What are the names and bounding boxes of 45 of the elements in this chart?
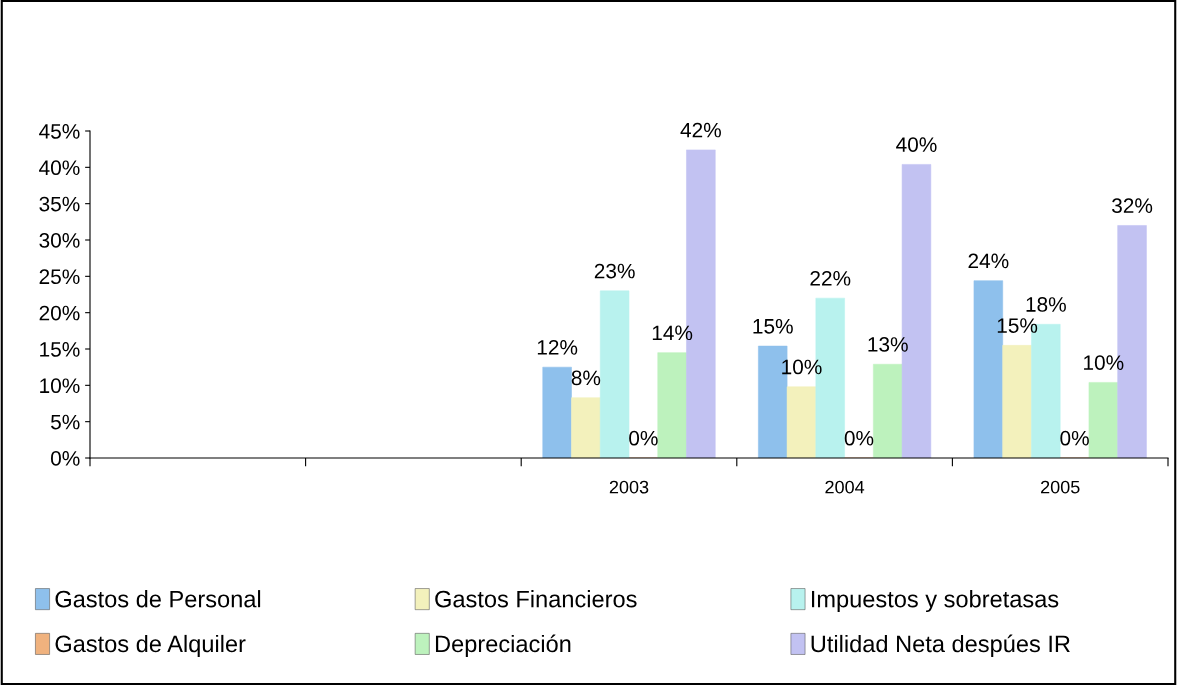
y-tick-label: 25%	[39, 269, 80, 285]
data-label: 8%	[571, 370, 601, 386]
y-tick-label: 35%	[39, 196, 80, 212]
data-label: 18%	[1026, 297, 1066, 312]
y-tick-label: 45%	[39, 124, 80, 139]
y-tick-label: 15%	[40, 342, 80, 357]
data-label: 42%	[680, 122, 721, 138]
bar	[657, 352, 687, 458]
data-label: 10%	[782, 359, 822, 375]
data-label: 12%	[537, 339, 578, 355]
data-label: 15%	[997, 318, 1038, 333]
data-label: 32%	[1112, 198, 1153, 214]
data-label: 14%	[652, 325, 693, 341]
legend-label: Depreciación	[435, 634, 571, 657]
legend-label: Gastos de Personal	[55, 590, 261, 608]
y-tick-label: 0%	[50, 451, 80, 466]
bar	[873, 363, 903, 458]
legend-label: Gastos de Alquiler	[55, 634, 246, 657]
legend-label: Impuestos y sobretasas	[811, 590, 1059, 613]
y-tick-label: 30%	[39, 233, 80, 248]
bar	[786, 386, 817, 458]
bar	[542, 366, 572, 458]
data-label: 0%	[844, 430, 874, 446]
x-tick-label: 2004	[825, 480, 865, 494]
bar	[1002, 345, 1032, 458]
data-label: 15%	[753, 318, 793, 334]
x-tick-label: 2005	[1041, 480, 1080, 494]
y-tick-label: 10%	[40, 378, 80, 394]
y-tick-label: 20%	[39, 305, 80, 321]
data-label: 23%	[594, 263, 635, 279]
data-label: 13%	[868, 337, 908, 352]
data-label: 40%	[896, 137, 937, 152]
data-label: 22%	[810, 270, 851, 286]
data-label: 0%	[1060, 430, 1089, 446]
x-tick-label: 2003	[609, 480, 649, 494]
data-label: 24%	[968, 253, 1009, 269]
data-label: 0%	[629, 430, 658, 446]
legend-label: Gastos Financieros	[435, 590, 637, 608]
bar	[571, 397, 601, 458]
data-label: 10%	[1084, 355, 1124, 370]
y-tick-label: 5%	[51, 414, 80, 430]
bar	[599, 290, 630, 458]
bar	[1088, 382, 1118, 458]
y-tick-label: 40%	[39, 160, 80, 176]
legend-label: Utilidad Neta despúes IR	[811, 634, 1070, 657]
